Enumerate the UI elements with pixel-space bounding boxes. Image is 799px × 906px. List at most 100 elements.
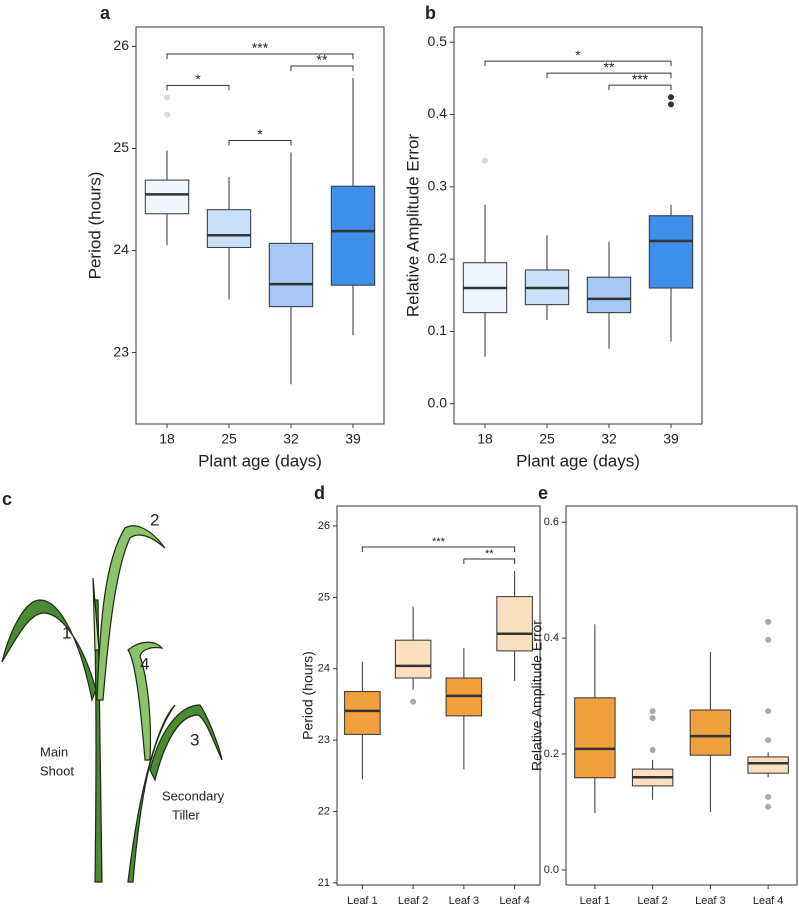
y-tick-label: 0.4 [428, 105, 448, 121]
x-tick-label: 32 [283, 431, 299, 447]
leaf-1 [1, 599, 97, 703]
y-tick-label: 0.5 [428, 33, 448, 49]
outlier [164, 94, 170, 101]
x-tick-label: 39 [345, 431, 361, 447]
x-tick-label: Leaf 2 [398, 895, 429, 906]
significance-bracket [290, 65, 354, 72]
tiller-label: Secondary [162, 788, 225, 803]
y-tick-label: 0.4 [544, 632, 559, 644]
shoot-label: Main [40, 744, 68, 759]
y-axis-title: Period (hours) [85, 172, 104, 280]
outlier [164, 111, 170, 118]
y-tick-label: 24 [113, 241, 129, 257]
significance-bracket [484, 60, 672, 67]
significance-bracket [546, 72, 672, 79]
significance-label: * [195, 71, 201, 87]
main-stem [93, 599, 103, 883]
y-tick-label: 26 [113, 37, 129, 53]
significance-label: ** [485, 548, 494, 560]
significance-label: *** [432, 536, 446, 548]
plant-illustration [1, 525, 223, 883]
x-tick-label: Leaf 4 [753, 895, 784, 906]
significance-bracket [463, 558, 516, 564]
y-tick-label: 0.0 [428, 394, 448, 410]
significance-label: *** [252, 40, 269, 56]
outlier [765, 803, 772, 810]
significance-label: * [257, 126, 263, 142]
plot-frame [453, 26, 703, 425]
box [330, 185, 376, 286]
x-tick-label: Leaf 3 [695, 895, 726, 906]
x-axis-title: Plant age (days) [516, 451, 640, 470]
tiller-label: Tiller [172, 807, 200, 822]
significance-label: ** [317, 52, 328, 68]
box [206, 209, 252, 248]
y-tick-label: 0.0 [544, 864, 559, 876]
outlier [410, 698, 417, 705]
x-tick-label: Leaf 3 [449, 895, 480, 906]
panel-label: a [100, 3, 111, 23]
box [574, 697, 616, 779]
panel-label: c [2, 489, 12, 509]
outlier [765, 636, 772, 643]
box [689, 709, 732, 756]
x-tick-label: Leaf 1 [580, 895, 611, 906]
outlier [668, 94, 674, 101]
box [394, 639, 432, 679]
x-tick-label: 32 [601, 431, 617, 447]
significance-bracket [166, 84, 230, 91]
x-tick-label: Leaf 4 [499, 895, 530, 906]
significance-label: *** [632, 71, 649, 87]
tiller-stem [127, 704, 176, 883]
x-tick-label: Leaf 1 [347, 895, 378, 906]
leaf-label: 4 [140, 654, 149, 673]
box [496, 596, 533, 652]
leaf-4 [127, 641, 164, 761]
box [344, 691, 381, 735]
panel-label: d [314, 483, 325, 503]
y-axis-title: Relative Amplitude Error [529, 620, 545, 771]
leaf-label: 1 [62, 623, 71, 642]
y-tick-label: 0.2 [544, 748, 559, 760]
panel-label: b [425, 3, 436, 23]
plot-frame [336, 505, 541, 886]
y-tick-label: 22 [318, 805, 330, 817]
y-tick-label: 23 [113, 343, 129, 359]
x-tick-label: Leaf 2 [637, 895, 668, 906]
significance-label: * [575, 47, 581, 63]
plot-frame [135, 26, 385, 425]
leaf-label: 2 [150, 510, 159, 529]
x-tick-label: 39 [663, 431, 679, 447]
significance-bracket [166, 53, 354, 60]
y-tick-label: 21 [318, 877, 330, 889]
y-axis-title: Relative Amplitude Error [403, 134, 422, 318]
outlier [668, 101, 674, 108]
box [268, 242, 314, 308]
outlier [765, 618, 772, 625]
y-tick-label: 0.6 [544, 516, 559, 528]
outlier [649, 708, 656, 715]
x-tick-label: 18 [159, 431, 175, 447]
box [648, 215, 694, 289]
x-tick-label: 25 [221, 431, 237, 447]
significance-label: ** [604, 59, 615, 75]
y-axis-title: Period (hours) [300, 651, 316, 740]
outlier [765, 737, 772, 744]
leaf-3 [149, 704, 223, 782]
outlier [649, 746, 656, 753]
y-tick-label: 26 [318, 520, 330, 532]
y-tick-label: 0.1 [428, 322, 448, 338]
leaf-label: 3 [190, 730, 199, 749]
significance-bracket [361, 546, 516, 552]
panel-label: e [538, 483, 548, 503]
outlier [649, 715, 656, 722]
y-tick-label: 0.2 [428, 250, 448, 266]
plot-frame [565, 505, 798, 886]
box [747, 756, 789, 774]
y-tick-label: 24 [318, 663, 330, 675]
outlier [482, 157, 488, 164]
y-tick-label: 25 [113, 139, 129, 155]
box [144, 179, 190, 215]
x-tick-label: 18 [477, 431, 493, 447]
